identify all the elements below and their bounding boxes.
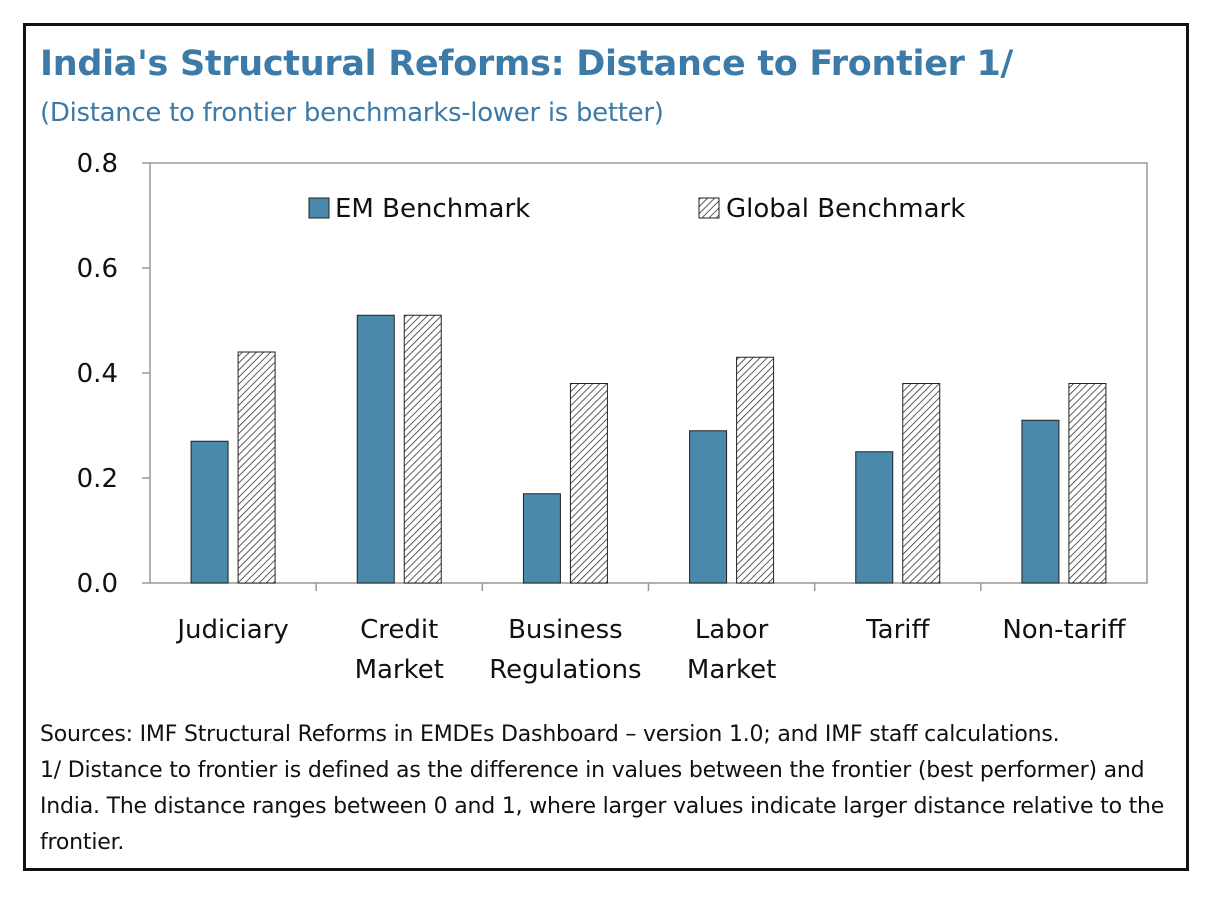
chart-notes: Sources: IMF Structural Reforms in EMDEs…	[40, 717, 1180, 861]
legend-swatch-global	[698, 197, 720, 219]
y-tick-label: 0.6	[77, 254, 118, 284]
x-tick-label: Market	[687, 655, 776, 685]
em-benchmark-bar	[522, 493, 561, 584]
sources-note: Sources: IMF Structural Reforms in EMDEs…	[40, 722, 1060, 747]
y-tick-label: 0.8	[77, 149, 118, 179]
x-tick-label: Judiciary	[175, 615, 288, 645]
chart-title: India's Structural Reforms: Distance to …	[40, 44, 1014, 84]
x-tick-label: Credit	[360, 615, 438, 645]
global-benchmark-bar	[736, 356, 775, 584]
global-benchmark-bar	[569, 383, 608, 584]
x-tick-label: Labor	[695, 615, 769, 645]
footnote: 1/ Distance to frontier is defined as th…	[40, 758, 1165, 855]
x-tick-label: Business	[508, 615, 623, 645]
global-benchmark-bar	[403, 314, 442, 584]
legend-label-global: Global Benchmark	[726, 194, 965, 224]
chart-subtitle: (Distance to frontier benchmarks-lower i…	[40, 98, 664, 128]
y-tick-label: 0.0	[77, 569, 118, 599]
y-tick-label: 0.2	[77, 464, 118, 494]
global-benchmark-bar	[1068, 383, 1107, 584]
x-tick-label: Tariff	[865, 615, 930, 645]
y-tick-label: 0.4	[77, 359, 118, 389]
x-tick-label: Regulations	[489, 655, 641, 685]
legend-label-em: EM Benchmark	[335, 194, 530, 224]
global-benchmark-bar	[902, 383, 941, 584]
em-benchmark-bar	[356, 314, 395, 584]
global-benchmark-bar	[237, 351, 276, 584]
em-benchmark-bar	[689, 430, 728, 584]
em-benchmark-bar	[190, 440, 229, 584]
em-benchmark-bar	[855, 451, 894, 584]
em-benchmark-bar	[1021, 419, 1060, 584]
x-tick-label: Non-tariff	[1002, 615, 1126, 645]
x-tick-label: Market	[355, 655, 444, 685]
plot-area	[149, 162, 1148, 584]
legend-swatch-em	[308, 197, 330, 219]
figure-frame	[23, 23, 1189, 871]
